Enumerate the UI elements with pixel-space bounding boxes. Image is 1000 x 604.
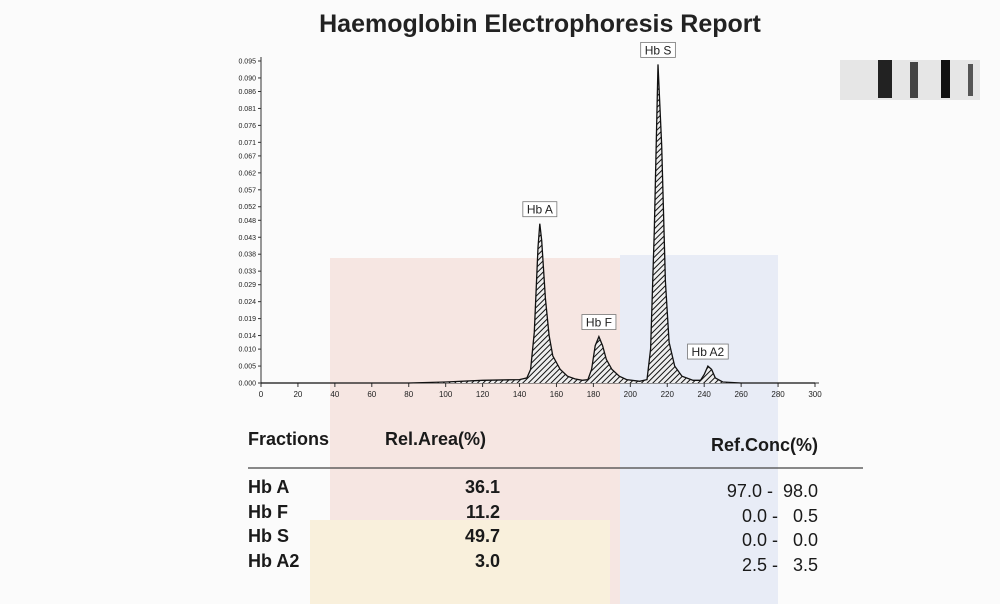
peak-label-box <box>581 314 617 330</box>
column-header: Rel.Area(%) <box>385 429 487 449</box>
y-tick-label: 0.062 <box>238 170 256 177</box>
x-tick-label: 140 <box>513 390 527 399</box>
report-title: Haemoglobin Electrophoresis Report <box>319 10 761 38</box>
y-tick-label: 0.076 <box>238 123 256 130</box>
watermark <box>310 520 610 604</box>
y-tick-label: 0.057 <box>238 187 256 194</box>
x-tick-label: 120 <box>476 390 490 399</box>
curve-area <box>261 64 815 384</box>
relative-area: 3.0 <box>474 550 500 571</box>
peak-label-text: Hb A <box>527 203 553 217</box>
peak-label-text: Hb A2 <box>692 345 725 359</box>
column-header: Fractions <box>248 429 330 449</box>
y-tick-label: 0.014 <box>238 333 256 340</box>
y-tick-label: 0.081 <box>238 106 256 113</box>
peak-label-box <box>522 201 558 218</box>
y-tick-label: 0.029 <box>238 282 256 289</box>
y-tick-label: 0.038 <box>238 252 256 259</box>
x-tick-label: 20 <box>293 390 302 399</box>
y-tick-label: 0.086 <box>238 89 256 96</box>
y-tick-label: 0.067 <box>238 153 256 160</box>
y-tick-label: 0.005 <box>238 364 256 371</box>
peak-label: Hb A <box>522 201 558 218</box>
fraction-name: Hb A2 <box>248 550 300 571</box>
x-tick-label: 260 <box>734 390 748 399</box>
y-tick-label: 0.048 <box>238 218 256 225</box>
y-tick-label: 0.033 <box>238 269 256 276</box>
y-tick-label: 0.043 <box>238 235 256 242</box>
reference-range: 2.5 - 3.5 <box>741 554 818 575</box>
peak-label-text: Hb F <box>586 316 612 330</box>
peak-label: Hb F <box>581 314 617 330</box>
reference-range: 97.0 - 98.0 <box>726 481 818 501</box>
peak-label-box <box>687 343 729 360</box>
column-header: Ref.Conc(%) <box>711 435 818 455</box>
relative-area: 11.2 <box>465 501 500 522</box>
fraction-name: Hb S <box>248 526 290 546</box>
fraction-name: Hb A <box>248 477 290 497</box>
y-tick-label: 0.019 <box>238 316 256 323</box>
peak-label-box <box>640 41 676 58</box>
x-tick-label: 0 <box>259 390 264 399</box>
x-tick-label: 80 <box>404 390 413 399</box>
y-tick-label: 0.095 <box>238 59 256 66</box>
fraction-name: Hb F <box>248 501 288 522</box>
gel-bands <box>840 60 980 100</box>
y-tick-label: 0.024 <box>238 299 256 306</box>
x-tick-label: 180 <box>587 390 601 399</box>
relative-area: 36.1 <box>464 477 500 497</box>
x-tick-label: 40 <box>330 390 339 399</box>
x-tick-label: 60 <box>367 390 376 399</box>
y-tick-label: 0.000 <box>238 381 256 388</box>
relative-area: 49.7 <box>464 526 500 546</box>
peak-label-text: Hb S <box>645 43 672 57</box>
y-tick-label: 0.090 <box>238 75 256 82</box>
curve-line <box>261 64 815 384</box>
x-tick-label: 220 <box>661 390 675 399</box>
x-tick-label: 100 <box>439 390 453 399</box>
x-tick-label: 240 <box>698 390 712 399</box>
x-tick-label: 200 <box>624 390 638 399</box>
y-tick-label: 0.010 <box>238 347 256 354</box>
x-tick-label: 280 <box>771 390 785 399</box>
reference-range: 0.0 - 0.5 <box>741 505 818 526</box>
peak-label: Hb S <box>640 41 676 58</box>
y-tick-label: 0.052 <box>238 204 256 211</box>
reference-range: 0.0 - 0.0 <box>741 530 818 550</box>
y-tick-label: 0.071 <box>238 140 256 147</box>
peak-label: Hb A2 <box>687 343 729 360</box>
x-tick-label: 300 <box>808 390 822 399</box>
watermark <box>620 255 778 604</box>
x-tick-label: 160 <box>550 390 564 399</box>
